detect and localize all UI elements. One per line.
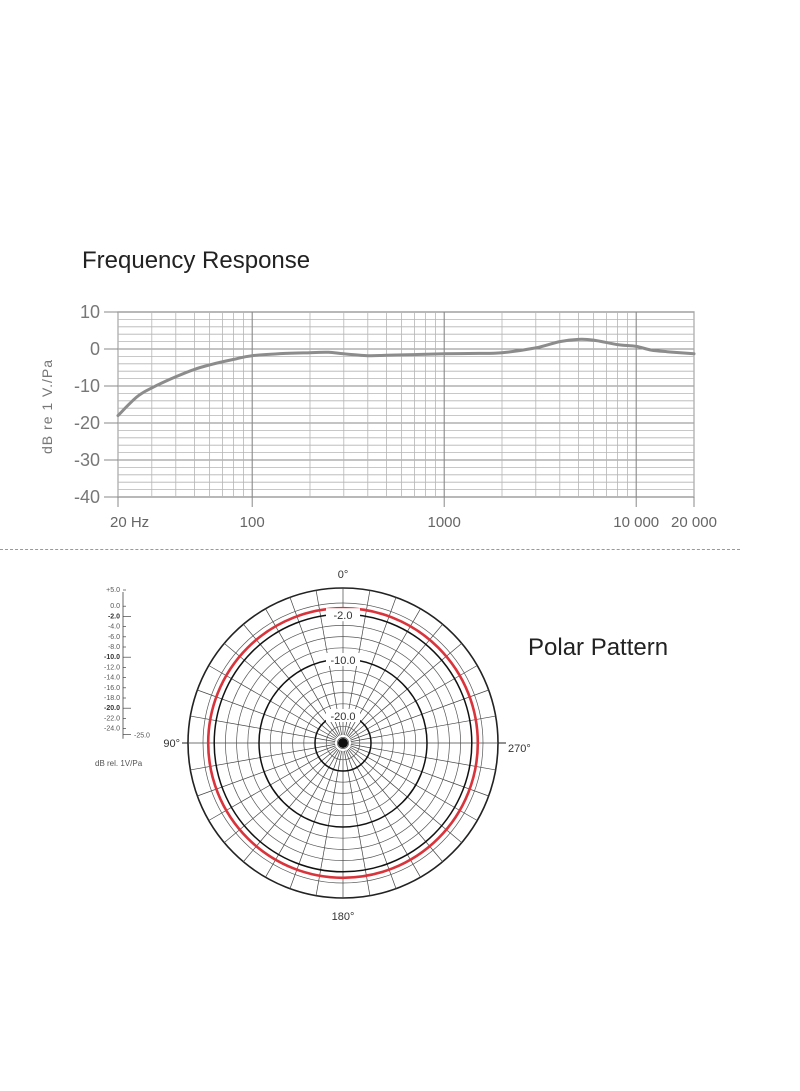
- x-tick-label: 10 000: [613, 514, 659, 531]
- radial-gridline: [243, 748, 339, 862]
- scale-tick-label: -18.0: [104, 695, 120, 702]
- plot-area: [117, 311, 695, 498]
- angle-label: 0°: [338, 569, 349, 581]
- concentric-gridline: [269, 669, 417, 817]
- radial-gridline: [315, 750, 342, 896]
- center-dot: [338, 738, 348, 748]
- scale-tick-label: -14.0: [104, 675, 120, 682]
- scale-tick-label: -20.0: [104, 705, 120, 712]
- ring-label-bg: [326, 608, 360, 622]
- concentric-gridline: [281, 681, 405, 805]
- y-tick-label: -30: [74, 450, 100, 470]
- radial-gridline: [347, 748, 443, 862]
- radial-gridline: [348, 747, 462, 843]
- radial-gridline: [345, 750, 397, 889]
- frequency-response-title: Frequency Response: [82, 247, 311, 274]
- radial-gridline: [344, 750, 371, 896]
- radial-gridline: [350, 689, 489, 741]
- scale-tick-label: -24.0: [104, 726, 120, 733]
- concentric-gridline: [236, 636, 450, 850]
- radial-gridline: [350, 745, 489, 797]
- radial-gridline: [289, 750, 341, 889]
- radial-gridline: [190, 715, 336, 742]
- concentric-gridline: [325, 725, 361, 761]
- concentric-gridline: [292, 692, 394, 794]
- y-tick-label: -20: [74, 413, 100, 433]
- radial-gridline: [265, 749, 340, 878]
- y-tick-label: -10: [74, 376, 100, 396]
- x-tick-label: 100: [240, 514, 265, 531]
- radial-gridline: [224, 747, 338, 843]
- radial-gridline: [350, 744, 496, 771]
- scale-tick-label: +5.0: [106, 587, 120, 594]
- ring-label: -2.0: [334, 610, 353, 622]
- scale-tick-label: -4.0: [108, 624, 120, 631]
- scale-tick-label: -2.0: [108, 613, 120, 620]
- scale-tick-label: -16.0: [104, 685, 120, 692]
- radial-gridline: [349, 746, 478, 821]
- angle-label: 90°: [163, 738, 180, 750]
- ring-label-bg: [326, 709, 360, 722]
- scale-unit-label: dB rel. 1V/Pa: [95, 759, 143, 768]
- y-tick-label: -40: [74, 487, 100, 507]
- scale-tick-label: -8.0: [108, 644, 120, 651]
- y-tick-label: 0: [90, 339, 100, 359]
- x-tick-label: 20 000: [671, 514, 717, 531]
- section-divider: [0, 549, 740, 550]
- radial-gridline: [346, 749, 421, 878]
- radial-gridline: [197, 689, 336, 741]
- x-tick-label: 1000: [428, 514, 461, 531]
- concentric-gridline: [225, 625, 461, 861]
- radial-gridline: [243, 624, 339, 738]
- scale-tick-label: -12.0: [104, 664, 120, 671]
- ring-label: -10.0: [330, 655, 355, 667]
- scale-tick-label: -25.0: [134, 733, 150, 740]
- radial-gridline: [349, 665, 478, 740]
- concentric-gridline: [303, 703, 383, 783]
- radial-gridline: [348, 643, 462, 739]
- polar-pattern-title: Polar Pattern: [528, 634, 669, 661]
- ring-label-bg: [326, 653, 360, 666]
- radial-gridline: [224, 643, 338, 739]
- y-tick-label: 10: [80, 302, 100, 322]
- y-axis-label: dB re 1 V./Pa: [39, 359, 55, 454]
- polar-pattern-chart: -2.0 -10.0 -20.0 0° 90° 180° 270° +5.0 0.0 -2.0 -4…: [95, 569, 531, 923]
- frequency-response-line: [116, 337, 696, 418]
- angle-label: 270°: [508, 743, 531, 755]
- radial-gridline: [208, 746, 337, 821]
- concentric-gridline: [247, 647, 439, 839]
- angle-label: 180°: [332, 911, 355, 923]
- scale-tick-label: -22.0: [104, 715, 120, 722]
- concentric-gridline: [202, 602, 484, 884]
- radial-gridline: [190, 744, 336, 771]
- scale-tick-label: 0.0: [110, 603, 120, 610]
- radial-gridline: [347, 624, 443, 738]
- radial-gridline: [350, 715, 496, 742]
- ring-label: -20.0: [330, 711, 355, 723]
- concentric-gridline: [337, 737, 349, 749]
- radial-gridline: [197, 745, 336, 797]
- scale-tick-label: -10.0: [104, 654, 120, 661]
- radial-gridline: [208, 665, 337, 740]
- x-tick-label: 20 Hz: [110, 514, 149, 531]
- scale-tick-label: -6.0: [108, 634, 120, 641]
